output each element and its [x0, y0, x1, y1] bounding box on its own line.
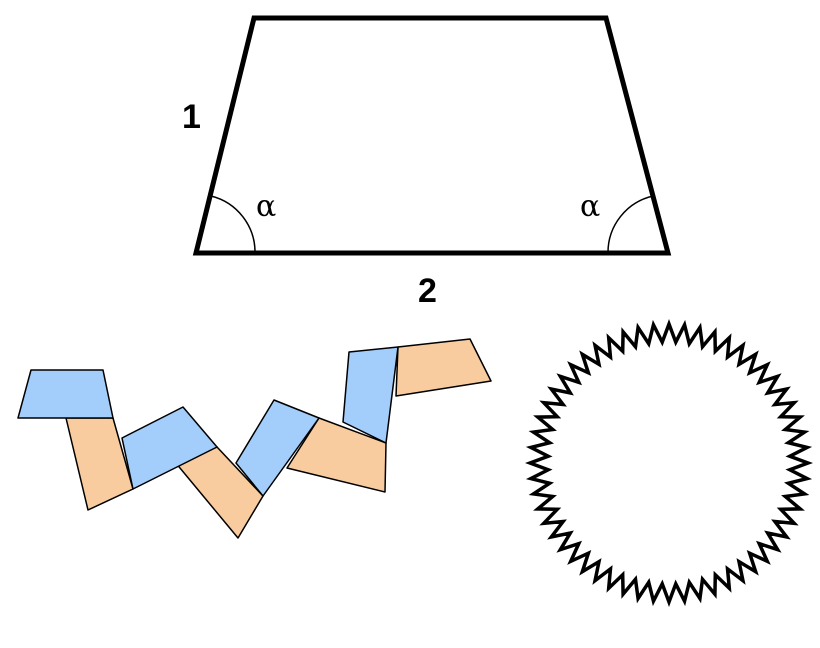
angle-arc-right [607, 195, 654, 254]
chain-piece-orange-1 [65, 417, 134, 511]
chain-piece-orange-3 [286, 417, 387, 493]
chain-piece-blue-1 [17, 369, 114, 419]
angle-arc-left [210, 195, 256, 254]
chain-piece-blue-3 [235, 399, 320, 497]
base-length-label: 2 [418, 272, 437, 310]
angle-label-left: α [256, 189, 276, 224]
chain-piece-blue-2 [121, 406, 218, 490]
unit-trapezoid: 1 2 α α [182, 15, 672, 310]
angle-label-right: α [580, 189, 600, 224]
side-length-label: 1 [182, 98, 201, 136]
trapezoid-chain [17, 338, 492, 539]
chain-piece-orange-4 [395, 338, 492, 397]
zigzag-ring [524, 318, 814, 608]
chain-piece-blue-4 [342, 346, 399, 444]
trapezoid-outline [192, 15, 672, 256]
